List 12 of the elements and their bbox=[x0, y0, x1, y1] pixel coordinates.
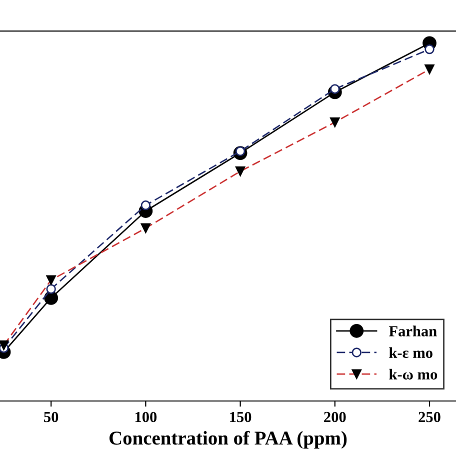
legend-label: Farhan bbox=[388, 326, 437, 336]
x-tick-label: 50 bbox=[44, 412, 58, 422]
legend-label: k-ε mo bbox=[389, 347, 432, 358]
point bbox=[46, 284, 56, 294]
x-tick-label: 150 bbox=[230, 412, 252, 422]
legend-label: k-ω mo bbox=[389, 368, 438, 380]
x-tick-label: 100 bbox=[135, 412, 157, 422]
x-tick-label: 250 bbox=[418, 412, 440, 422]
x-tick-label: 200 bbox=[324, 412, 346, 422]
x-axis-title: Concentration of PAA (ppm) bbox=[110, 430, 347, 449]
point bbox=[140, 200, 151, 210]
point bbox=[424, 44, 434, 54]
